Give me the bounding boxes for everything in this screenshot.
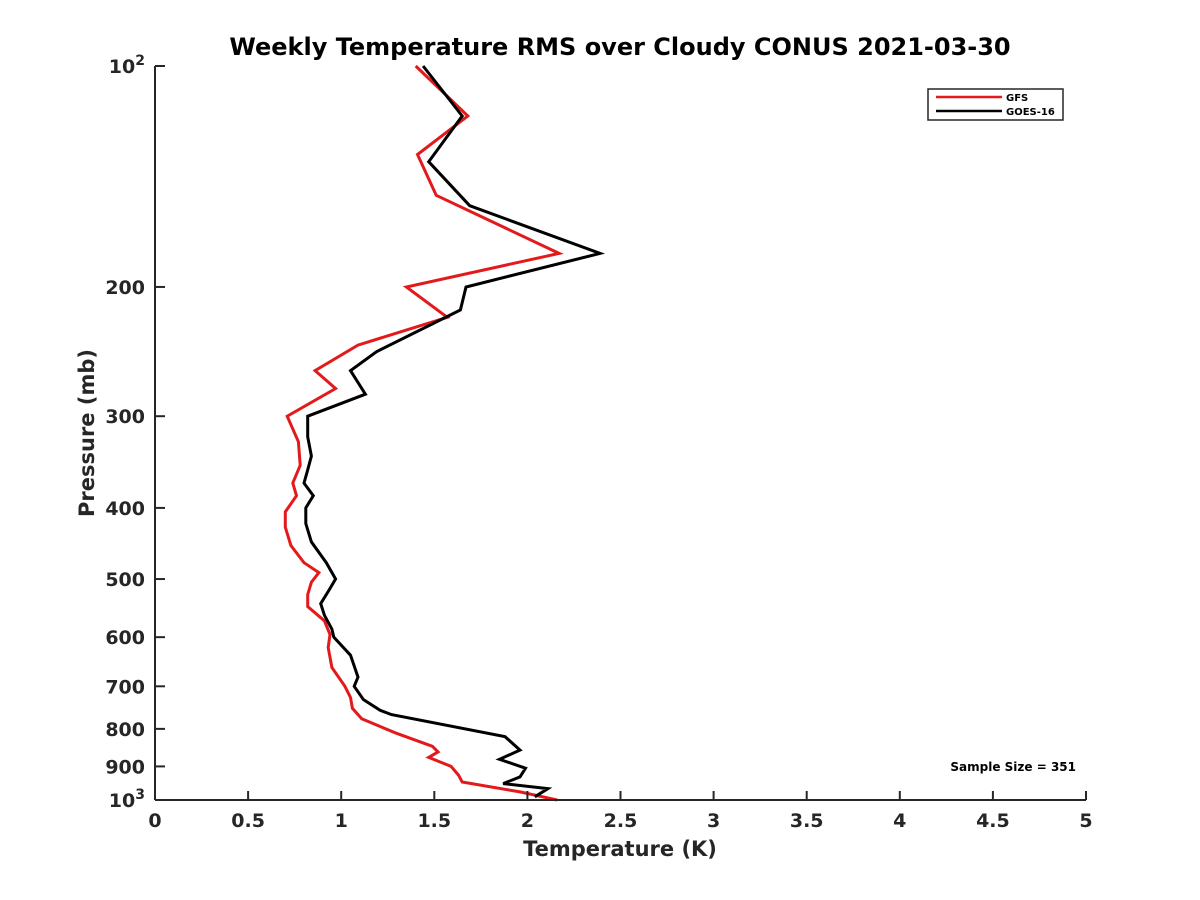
x-tick-label: 2.5 <box>604 810 638 832</box>
x-tick-label: 4 <box>893 810 906 832</box>
legend-entry-gfs: GFS <box>1006 93 1028 104</box>
y-tick-label: 500 <box>105 569 145 591</box>
y-tick-label: 700 <box>105 676 145 698</box>
y-tick-label: 900 <box>105 756 145 778</box>
x-tick-label: 1.5 <box>417 810 451 832</box>
y-tick-label: 400 <box>105 498 145 520</box>
y-tick-label: 200 <box>105 277 145 299</box>
y-tick-label: 800 <box>105 719 145 741</box>
series-layer <box>283 64 606 802</box>
x-tick-label: 0 <box>148 810 161 832</box>
x-tick-label: 4.5 <box>976 810 1010 832</box>
y-axis-label: Pressure (mb) <box>75 349 99 517</box>
y-tick-label: 300 <box>105 406 145 428</box>
legend-box <box>927 88 1064 121</box>
x-tick-label: 0.5 <box>231 810 265 832</box>
chart-title: Weekly Temperature RMS over Cloudy CONUS… <box>229 33 1010 61</box>
series-line-goes16 <box>302 65 606 799</box>
y-tick-label: 103 <box>109 787 145 812</box>
x-ticks: 0 0.5 1 1.5 2 2.5 3 3.5 4 4.5 5 <box>148 791 1093 832</box>
x-tick-label: 3 <box>707 810 720 832</box>
x-tick-label: 5 <box>1079 810 1092 832</box>
sample-size-annotation: Sample Size = 351 <box>950 760 1076 774</box>
legend: GFS GOES-16 <box>927 88 1064 121</box>
y-tick-label: 102 <box>109 53 145 78</box>
x-axis-label: Temperature (K) <box>523 837 717 861</box>
y-ticks: 102 200 300 400 500 600 700 800 900 103 <box>105 53 165 812</box>
x-tick-label: 3.5 <box>790 810 824 832</box>
series-line-gfs <box>283 64 564 802</box>
x-tick-label: 1 <box>335 810 348 832</box>
legend-entry-goes16: GOES-16 <box>1006 107 1055 118</box>
y-tick-label: 600 <box>105 627 145 649</box>
x-tick-label: 2 <box>521 810 534 832</box>
